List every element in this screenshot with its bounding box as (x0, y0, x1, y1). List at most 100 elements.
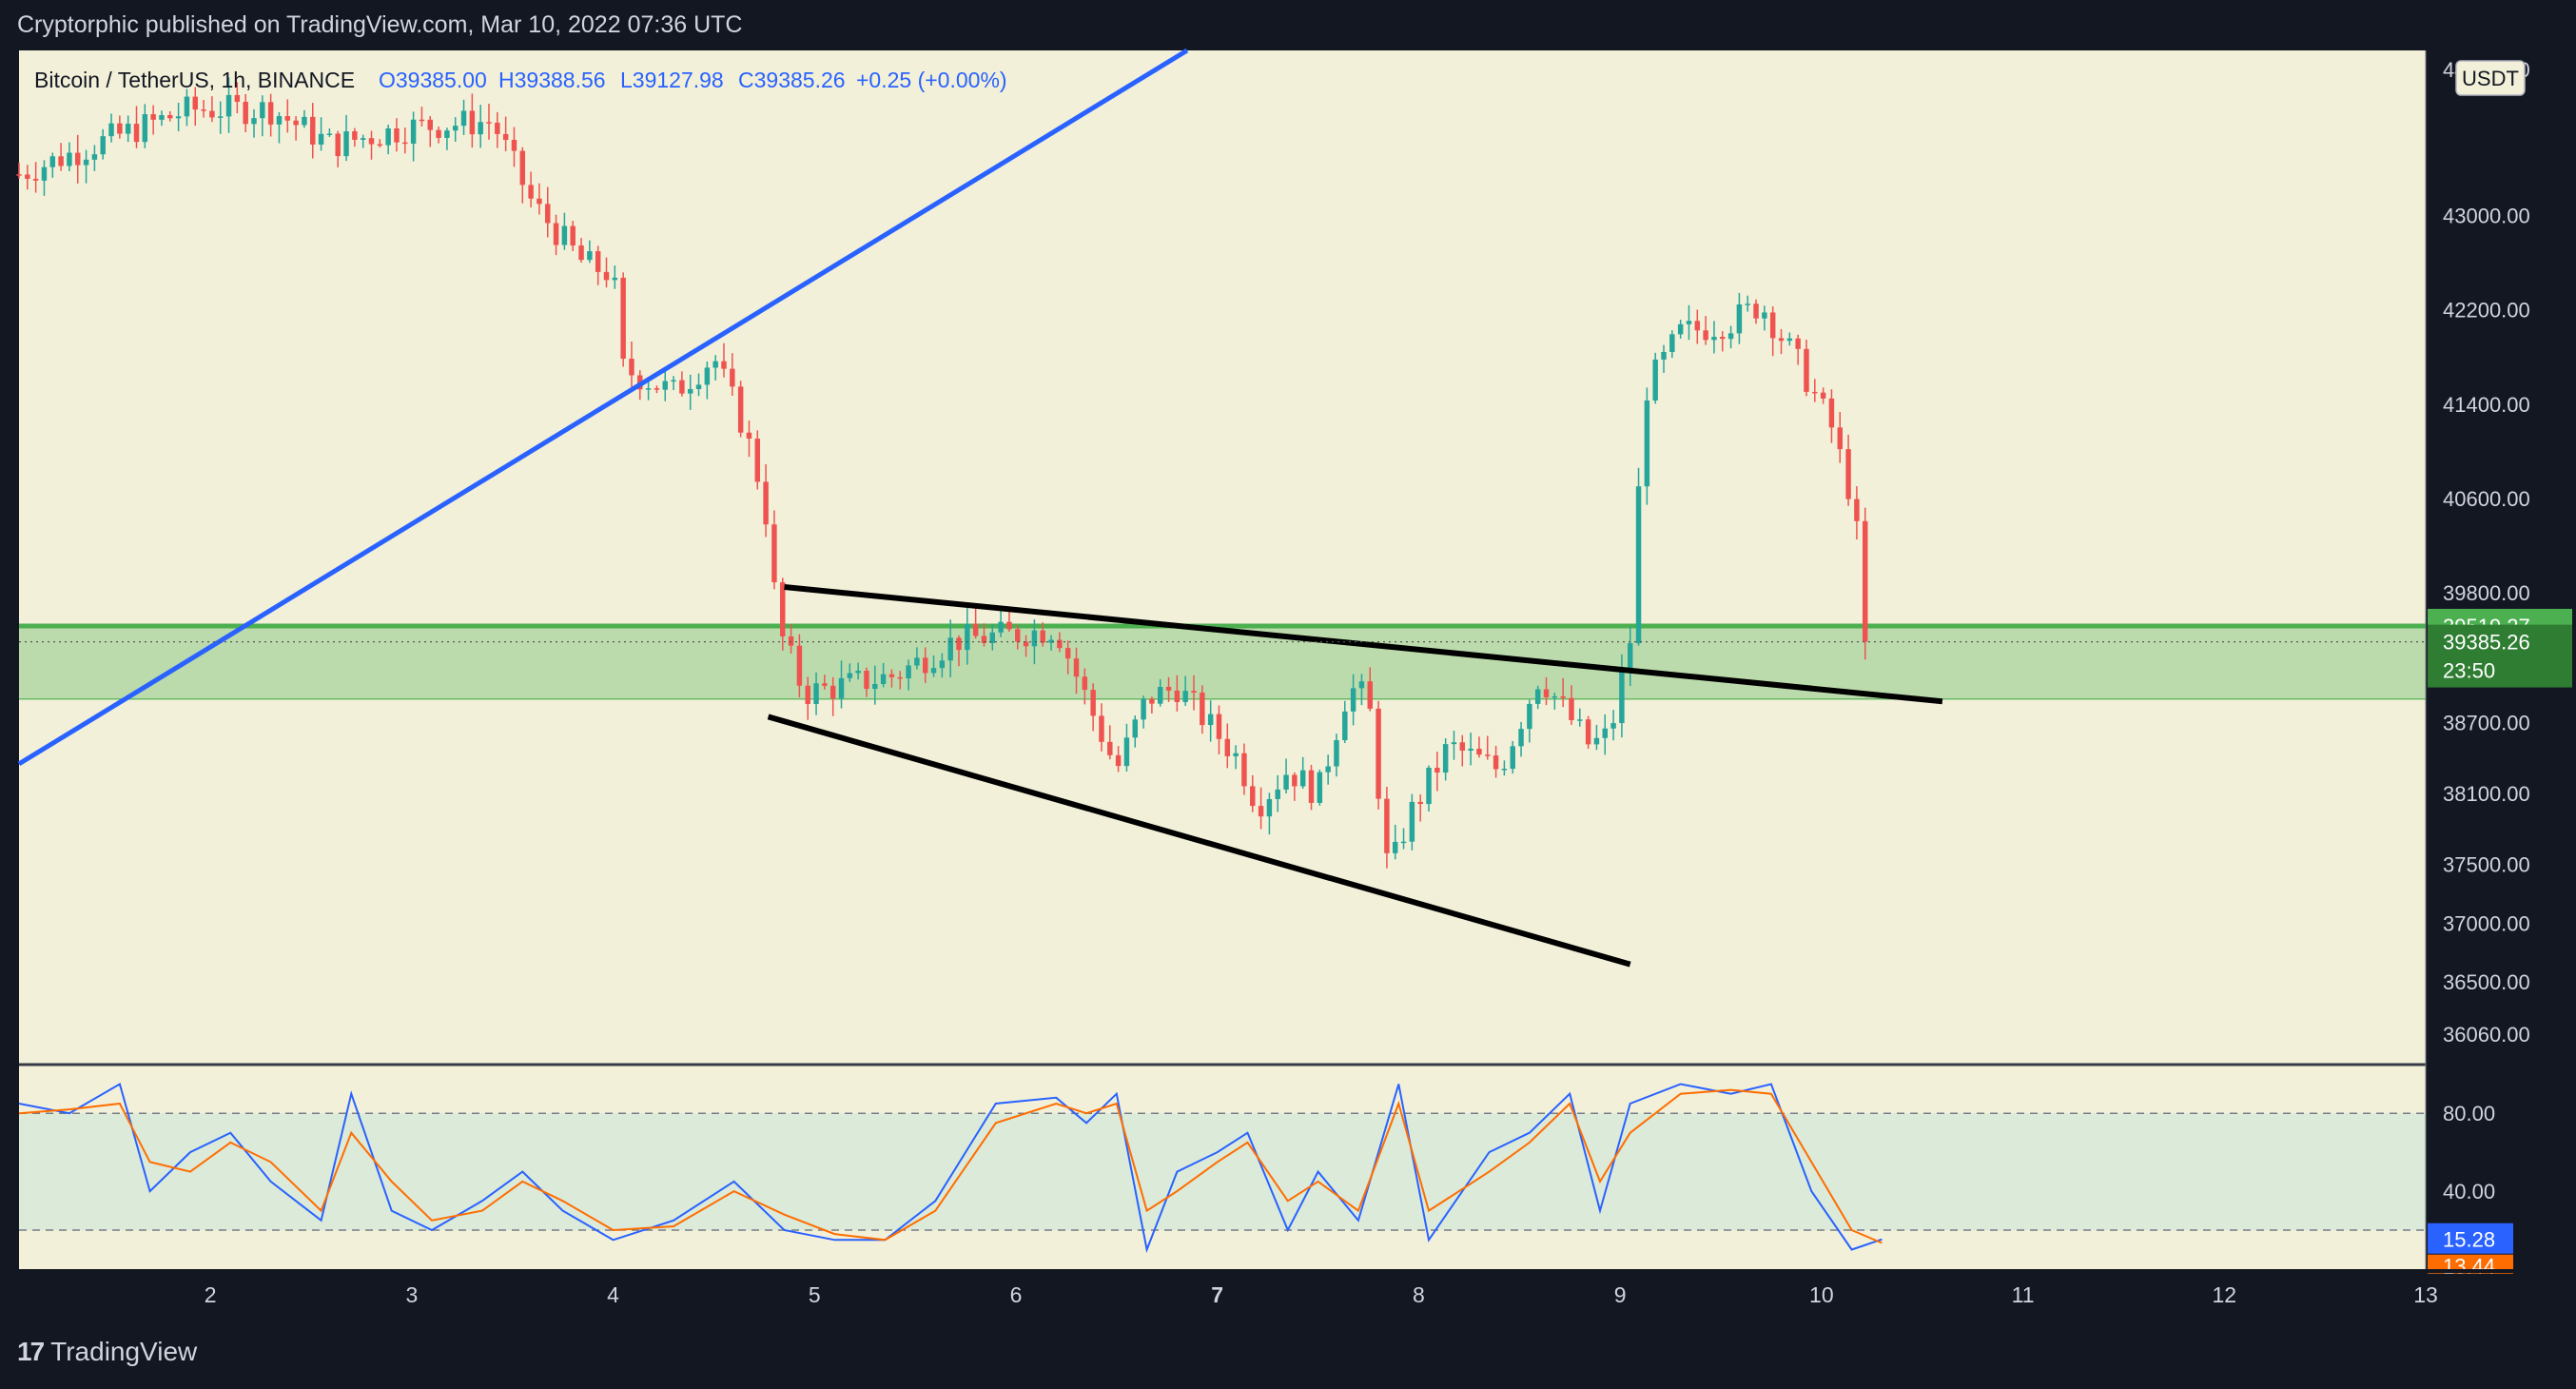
candle-body (754, 439, 761, 482)
candle-body (302, 116, 307, 126)
price-tick-label: 36500.00 (2443, 970, 2530, 994)
candle-body (25, 174, 30, 179)
candle-body (1409, 801, 1415, 842)
candle-body (1392, 841, 1398, 853)
candle-body (1132, 719, 1138, 738)
candle-body (897, 676, 903, 679)
stoch-pane-background (19, 1065, 2426, 1269)
candle-body (1099, 715, 1104, 742)
candle-body (578, 245, 584, 261)
candle-body (1182, 691, 1188, 702)
candle-body (318, 133, 324, 145)
tradingview-logo-icon: 17 (17, 1337, 45, 1366)
zone-fill (19, 625, 2426, 699)
candle-body (243, 102, 248, 125)
candle-body (251, 118, 257, 125)
candle-body (1292, 774, 1298, 787)
candle-body (1023, 641, 1029, 647)
candle-body (1778, 338, 1785, 342)
candle-body (838, 677, 845, 699)
candle-body (1250, 786, 1256, 807)
candle-body (1141, 698, 1146, 720)
candle-body (1753, 303, 1759, 319)
candle-body (1560, 695, 1566, 698)
candle-body (671, 380, 676, 382)
candle-body (41, 166, 48, 181)
stoch-d-line (18, 1088, 1883, 1244)
candle-body (1241, 753, 1247, 787)
candle-body (91, 154, 98, 160)
time-tick-label: 10 (1809, 1282, 1834, 1307)
candle-body (771, 524, 777, 583)
candle-body (519, 150, 526, 186)
candle-body (1652, 359, 1658, 401)
candle-body (654, 388, 660, 390)
stoch-k-line (18, 1082, 1883, 1254)
chart-svg[interactable]: 43000.00 42200.00 41400.00 40600.00 39800.00… (0, 0, 2576, 1322)
candle-body (989, 632, 996, 643)
candle-body (1476, 749, 1482, 755)
candle-body (1745, 303, 1750, 305)
candle-body (511, 140, 517, 151)
currency-badge[interactable]: USDT (2455, 60, 2526, 96)
support-resistance-zone[interactable] (19, 623, 2426, 700)
candle-body (1804, 348, 1809, 392)
candle-body (612, 277, 618, 281)
footer-brand: 17 TradingView (17, 1337, 197, 1367)
candle-body (855, 671, 861, 674)
stoch-band-fill (19, 1113, 2426, 1231)
candle-body (939, 660, 946, 669)
candle-body (695, 384, 702, 389)
candle-body (947, 637, 953, 661)
price-tick-label: 36060.00 (2443, 1023, 2530, 1047)
candle-body (1107, 741, 1113, 755)
stoch-d-badge (2428, 1254, 2513, 1274)
candle-body (478, 122, 483, 135)
time-tick-label: 6 (1010, 1282, 1023, 1307)
candle-body (1854, 499, 1860, 521)
candle-body (1543, 689, 1550, 697)
candle-body (276, 116, 283, 125)
candle-body (1534, 689, 1541, 704)
candle-body (595, 251, 601, 272)
candle-body (1459, 742, 1466, 751)
price-tick-label: 40600.00 (2443, 487, 2530, 511)
candle-body (1325, 766, 1331, 773)
candle-body (108, 123, 114, 137)
candle-body (1593, 737, 1600, 745)
time-tick-label: 5 (809, 1282, 821, 1307)
candle-body (1736, 303, 1743, 334)
candle-body (1417, 801, 1423, 805)
candle-body (1845, 449, 1851, 499)
candle-body (1090, 690, 1096, 716)
candle-body (1064, 648, 1071, 659)
candle-body (1115, 754, 1122, 767)
legend-low: L39127.98 (620, 68, 724, 92)
candle-body (1073, 658, 1080, 677)
stoch-tick-label: 80.00 (2443, 1102, 2495, 1125)
time-tick-label: 7 (1211, 1282, 1223, 1307)
candle-body (746, 432, 752, 440)
time-tick-label: 4 (607, 1282, 619, 1307)
candle-body (788, 636, 794, 646)
currency-badge-label: USDT (2462, 67, 2519, 90)
price-tick-label: 42200.00 (2443, 299, 2530, 323)
candle-body (1694, 321, 1701, 331)
candle-body (847, 673, 853, 678)
candle-body (1258, 806, 1264, 817)
time-tick-label: 13 (2413, 1282, 2438, 1307)
candle-body (67, 152, 72, 166)
time-tick-label: 11 (2012, 1282, 2035, 1307)
trendline-drawings[interactable] (17, 48, 2426, 968)
candle-body (822, 683, 828, 686)
time-axis-panel (19, 1269, 2426, 1322)
candle-body (1551, 695, 1558, 698)
candle-body (737, 386, 744, 433)
candle-body (83, 159, 89, 166)
candle-body (460, 110, 467, 127)
candle-body (662, 381, 668, 390)
candle-body (184, 96, 190, 117)
candle-body (981, 636, 987, 643)
candle-body (385, 127, 391, 146)
price-tick-label: 43000.00 (2443, 205, 2530, 228)
